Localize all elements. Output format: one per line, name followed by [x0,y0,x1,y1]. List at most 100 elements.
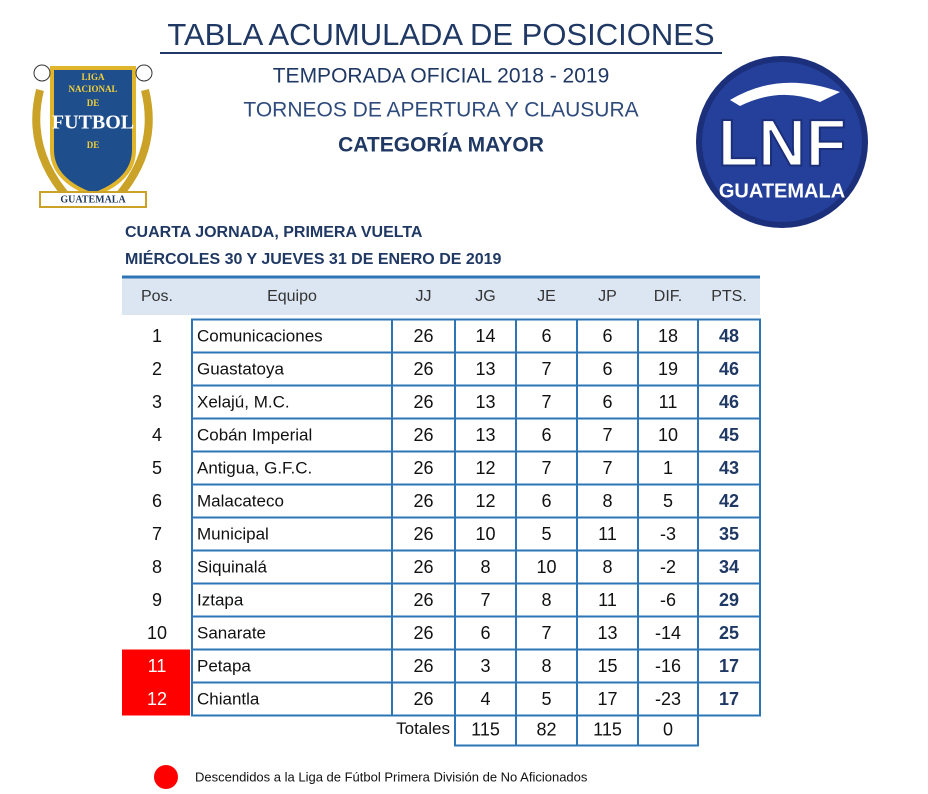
position: 11 [148,656,167,676]
stat-value: 13 [597,623,617,643]
stat-value: 6 [480,623,490,643]
position: 5 [152,458,162,478]
stat-value: 12 [475,458,495,478]
stat-value: 6 [602,392,612,412]
stat-value: 45 [719,425,739,445]
stat-value: 17 [719,689,739,709]
stat-value: 1 [663,458,673,478]
logo-text: LIGA [81,72,105,82]
stat-value: -3 [660,524,676,544]
total-value: 0 [663,719,673,739]
totals-label: Totales [396,719,450,738]
stat-value: 11 [659,392,678,412]
ball [33,64,51,82]
stat-value: 11 [598,524,617,544]
title: TABLA ACUMULADA DE POSICIONES [167,17,714,52]
stat-value: 26 [413,689,433,709]
logo-text: NACIONAL [68,84,117,94]
stat-value: 8 [602,557,612,577]
team-name: Comunicaciones [197,326,323,345]
stat-value: 43 [719,458,739,478]
position: 6 [152,491,162,511]
logo-text: GUATEMALA [719,180,845,202]
team-name: Sanarate [197,623,266,642]
stat-value: 26 [413,425,433,445]
stat-value: -16 [655,656,681,676]
stat-value: 42 [719,491,739,511]
stat-value: 34 [719,557,739,577]
category: CATEGORÍA MAYOR [338,134,544,157]
stat-value: 46 [719,359,739,379]
column-header: JG [475,288,495,305]
position: 8 [152,557,162,577]
logo-text: LNF [718,105,846,179]
stat-value: 10 [475,524,495,544]
stat-value: 26 [413,557,433,577]
logo-left [32,64,153,208]
stat-value: 5 [541,689,551,709]
stat-value: -6 [660,590,676,610]
stat-value: 46 [719,392,739,412]
stat-value: 8 [602,491,612,511]
logo-text: DE [87,140,100,150]
round: CUARTA JORNADA, PRIMERA VUELTA [125,224,423,241]
position: 9 [152,590,162,610]
legend-marker [154,765,178,789]
logo-text: DE [87,98,100,108]
position: 4 [152,425,162,445]
position: 3 [152,392,162,412]
stat-value: 26 [413,623,433,643]
stat-value: 6 [602,326,612,346]
stat-value: 7 [480,590,490,610]
team-name: Malacateco [197,491,284,510]
team-name: Petapa [197,656,251,675]
stat-value: 25 [719,623,739,643]
stat-value: 5 [663,491,673,511]
team-name: Municipal [197,524,269,543]
season: TEMPORADA OFICIAL 2018 - 2019 [273,65,610,88]
date: MIÉRCOLES 30 Y JUEVES 31 DE ENERO DE 201… [125,249,502,268]
stat-value: 11 [598,590,617,610]
stat-value: 13 [475,359,495,379]
cell-border [697,681,761,717]
stat-value: 10 [658,425,678,445]
stat-value: 7 [602,425,612,445]
stat-value: 26 [413,326,433,346]
stat-value: 8 [541,656,551,676]
stat-value: 7 [541,359,551,379]
stat-value: 3 [480,656,490,676]
stat-value: 12 [475,491,495,511]
cell-border [637,714,699,747]
legend-text: Descendidos a la Liga de Fútbol Primera … [195,769,588,784]
stat-value: 13 [475,425,495,445]
stat-value: 19 [658,359,678,379]
stat-value: 7 [541,623,551,643]
laurel [32,89,73,203]
team-name: Iztapa [197,590,244,609]
stat-value: 7 [541,392,551,412]
team-name: Guastatoya [197,359,284,378]
stat-value: 6 [602,359,612,379]
stat-value: 48 [719,326,739,346]
stat-value: 15 [597,656,617,676]
stat-value: 5 [541,524,551,544]
stat-value: 26 [413,590,433,610]
position: 1 [152,326,162,346]
stat-value: 29 [719,590,739,610]
column-header: JJ [416,288,432,305]
team-name: Cobán Imperial [197,425,312,444]
stat-value: 6 [541,326,551,346]
stat-value: 26 [413,392,433,412]
stat-value: 13 [475,392,495,412]
total-value: 115 [593,719,622,739]
stat-value: 6 [541,491,551,511]
column-header: Pos. [141,288,173,305]
column-header: JP [598,288,617,305]
column-header: JE [537,288,556,305]
position: 10 [147,623,167,643]
relegated-marker [122,682,190,716]
ball [135,64,153,82]
stat-value: 14 [475,326,495,346]
stat-value: 35 [719,524,739,544]
stat-value: 8 [541,590,551,610]
